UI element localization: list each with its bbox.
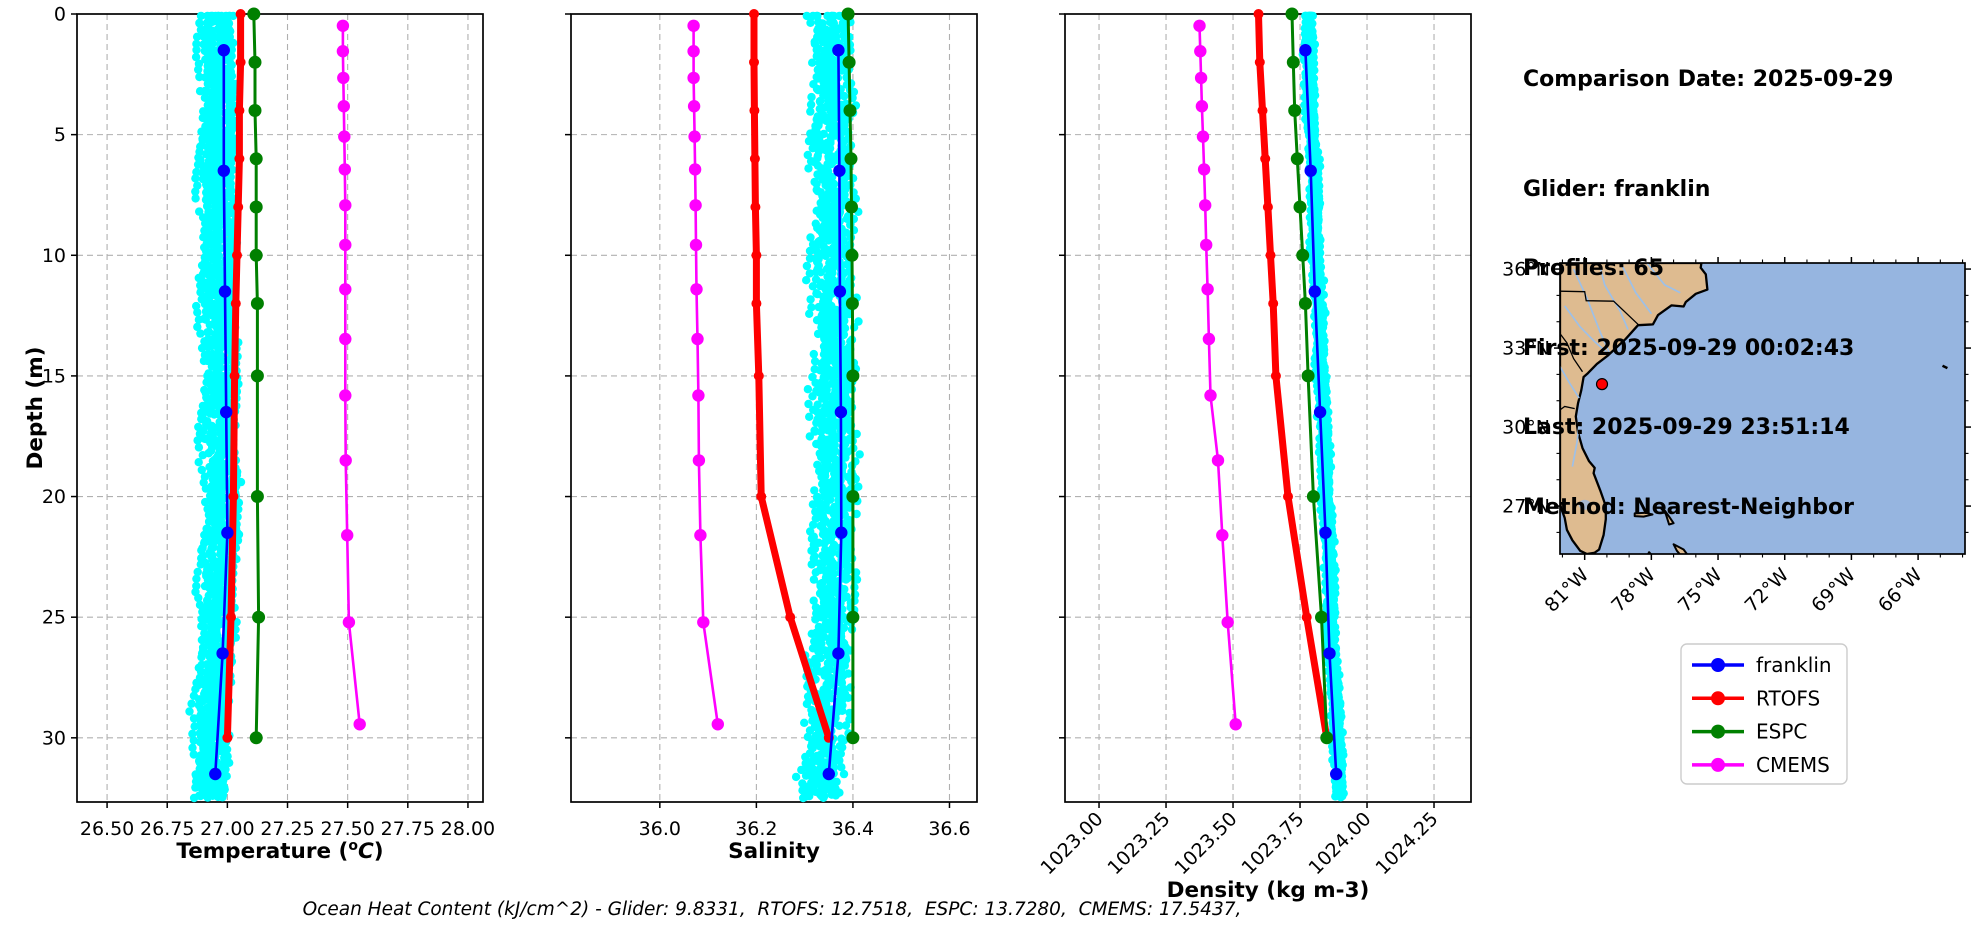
rtofs-markers bbox=[749, 9, 834, 743]
legend-marker-sample bbox=[1711, 658, 1725, 672]
espc-markers bbox=[841, 7, 860, 745]
legend-label: ESPC bbox=[1756, 720, 1807, 744]
axis-ticks: 1023.001023.251023.501023.751024.001024.… bbox=[1036, 13, 1443, 879]
cmems-markers bbox=[1193, 19, 1242, 731]
plot-spine bbox=[76, 13, 484, 803]
axis-ticks: 26.50 26.75 27.00 27.25 27.50 27.75 28.00 0 5 10 1… bbox=[42, 4, 495, 841]
x-tick-label: 27.00 bbox=[200, 818, 254, 840]
map-land bbox=[1560, 263, 1709, 554]
metadata-block: Comparison Date: 2025-09-29 Glider: fran… bbox=[1523, 14, 1893, 574]
rtofs-markers bbox=[1253, 9, 1332, 743]
y-tick-label: 0 bbox=[54, 4, 66, 26]
x-tick-label: 1023.50 bbox=[1170, 808, 1241, 879]
glider-location-marker bbox=[1595, 378, 1609, 391]
temperature-panel: 26.50 26.75 27.00 27.25 27.50 27.75 28.00 0 5 10 1… bbox=[42, 4, 495, 841]
axis-labels: Depth (m) Temperature (oC) Salinity Dens… bbox=[23, 347, 1369, 903]
y-tick-label: 25 bbox=[42, 607, 66, 629]
x-tick-label: 27.50 bbox=[320, 818, 374, 840]
glider-name: Glider: franklin bbox=[1523, 176, 1711, 202]
legend-item-cmems: CMEMS bbox=[1692, 753, 1830, 777]
profile-panels: 26.50 26.75 27.00 27.25 27.50 27.75 28.00 0 5 10 1… bbox=[42, 4, 1472, 879]
espc-markers bbox=[1285, 7, 1334, 745]
map-lat-label: 30°N bbox=[1502, 417, 1550, 439]
legend-item-franklin: franklin bbox=[1692, 653, 1832, 677]
legend-label: franklin bbox=[1756, 653, 1832, 677]
x-tick-label: 1023.75 bbox=[1237, 808, 1308, 879]
x-tick-label: 1024.00 bbox=[1304, 808, 1375, 879]
x-tick-label: 36.2 bbox=[735, 818, 777, 840]
x-axis-label-temperature: Temperature (oC) bbox=[176, 838, 383, 864]
y-tick-label: 10 bbox=[42, 245, 66, 267]
gridlines bbox=[1065, 13, 1471, 802]
x-tick-label: 26.75 bbox=[140, 818, 194, 840]
x-tick-label: 1024.25 bbox=[1371, 808, 1442, 879]
x-tick-label: 28.00 bbox=[441, 818, 495, 840]
plot-spine bbox=[1064, 13, 1472, 803]
x-tick-label: 26.50 bbox=[80, 818, 134, 840]
x-tick-label: 36.0 bbox=[639, 818, 681, 840]
axis-ticks: 36.0 36.2 36.4 36.6 bbox=[565, 13, 971, 840]
x-tick-label: 1023.25 bbox=[1103, 808, 1174, 879]
y-tick-label: 30 bbox=[42, 727, 66, 749]
plot-spine bbox=[570, 13, 978, 803]
y-tick-label: 5 bbox=[54, 124, 66, 146]
legend-marker-sample bbox=[1711, 724, 1725, 739]
bermuda-island bbox=[1941, 364, 1948, 370]
gridlines bbox=[571, 13, 977, 802]
legend-marker-sample bbox=[1711, 757, 1725, 772]
y-tick-label: 15 bbox=[42, 365, 66, 387]
first-profile-time: First: 2025-09-29 00:02:43 bbox=[1523, 335, 1855, 361]
comparison-date: Comparison Date: 2025-09-29 bbox=[1523, 67, 1894, 92]
franklin-markers bbox=[822, 44, 848, 781]
legend-item-rtofs: RTOFS bbox=[1692, 686, 1820, 710]
x-axis-label-salinity: Salinity bbox=[728, 839, 820, 864]
map-lat-label: 36°N bbox=[1502, 259, 1550, 281]
legend-item-espc: ESPC bbox=[1692, 720, 1807, 744]
x-tick-label: 36.4 bbox=[832, 818, 874, 840]
legend: franklin RTOFS ESPC CMEMS bbox=[1680, 643, 1848, 785]
cmems-markers bbox=[336, 19, 366, 731]
legend-box bbox=[1680, 643, 1848, 785]
x-axis-label-density: Density (kg m-3) bbox=[1167, 878, 1370, 903]
map-islands bbox=[1633, 506, 1689, 554]
x-tick-label: 27.25 bbox=[260, 818, 314, 840]
last-profile-time: Last: 2025-09-29 23:51:14 bbox=[1523, 415, 1850, 440]
method: Method: Nearest-Neighbor bbox=[1523, 494, 1854, 520]
cmems-markers bbox=[687, 19, 724, 731]
gridlines bbox=[77, 13, 483, 802]
map-lat-label: 27°N bbox=[1502, 496, 1550, 518]
x-tick-label: 1023.00 bbox=[1036, 808, 1107, 879]
ocean-heat-content-caption: Ocean Heat Content (kJ/cm^2) - Glider: 9… bbox=[302, 899, 1242, 920]
x-tick-label: 36.6 bbox=[928, 818, 970, 840]
franklin-markers bbox=[209, 44, 234, 781]
map-state-borders bbox=[1560, 290, 1640, 411]
x-tick-label: 27.75 bbox=[381, 818, 435, 840]
espc-markers bbox=[247, 7, 266, 745]
y-axis-label: Depth (m) bbox=[23, 347, 48, 470]
map-lat-label: 33°N bbox=[1502, 338, 1550, 360]
density-panel: 1023.001023.251023.501023.751024.001024.… bbox=[1036, 7, 1472, 879]
legend-label: RTOFS bbox=[1756, 686, 1820, 710]
map-rivers bbox=[1560, 263, 1681, 467]
rtofs-markers bbox=[222, 9, 246, 743]
franklin-markers bbox=[1299, 44, 1343, 781]
y-tick-label: 20 bbox=[42, 486, 66, 508]
legend-label: CMEMS bbox=[1756, 753, 1830, 777]
profiles-count: Profiles: 65 bbox=[1523, 256, 1665, 281]
salinity-panel: 36.0 36.2 36.4 36.6 bbox=[565, 7, 978, 840]
map-lake bbox=[1578, 499, 1591, 510]
legend-marker-sample bbox=[1711, 691, 1725, 706]
